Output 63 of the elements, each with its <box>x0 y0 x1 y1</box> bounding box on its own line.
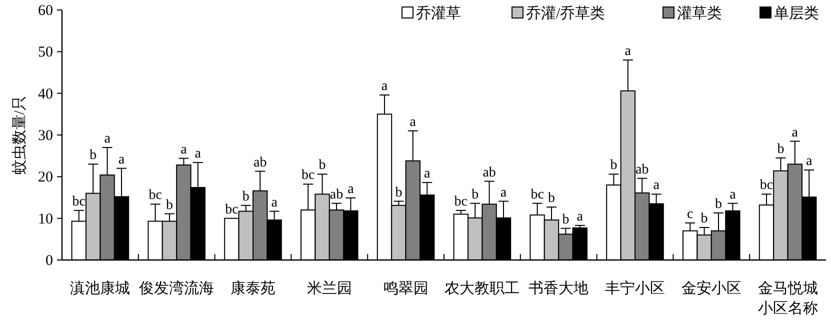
y-tick-label: 0 <box>46 253 53 269</box>
data-label: b <box>610 158 618 174</box>
y-tick-label: 10 <box>38 211 53 228</box>
y-tick-label: 40 <box>38 86 53 102</box>
data-label: bc <box>225 202 238 218</box>
x-tick-label: 金马悦城 <box>758 280 818 297</box>
x-tick-label: 俊发湾流海 <box>138 280 214 297</box>
data-label: ab <box>330 187 344 202</box>
x-tick-label: 农大教职工 <box>444 280 520 297</box>
y-axis-title: 蚊虫数量/只 <box>11 95 28 175</box>
y-tick-label: 30 <box>38 128 53 144</box>
y-tick-label: 20 <box>38 170 53 186</box>
data-label: a <box>194 146 202 162</box>
data-label: a <box>424 166 431 182</box>
data-label: a <box>381 79 388 94</box>
legend-label: 单层类 <box>774 5 819 22</box>
data-label: b <box>777 142 784 157</box>
data-label: b <box>318 158 326 174</box>
data-label: a <box>410 114 417 130</box>
x-tick-label: 滇池康城 <box>70 280 130 297</box>
x-tick-label: 康泰苑 <box>230 280 276 297</box>
data-label: b <box>715 196 722 212</box>
data-label: bc <box>148 188 162 204</box>
data-label: a <box>576 209 584 224</box>
data-label: c <box>686 206 694 222</box>
data-label: a <box>653 178 660 194</box>
data-label: a <box>104 132 112 146</box>
data-label: a <box>730 187 737 202</box>
data-label: b <box>700 212 708 226</box>
data-label: bc <box>301 168 315 184</box>
data-label: ab <box>635 162 649 178</box>
data-label: a <box>624 44 632 59</box>
data-label: ab <box>253 155 267 170</box>
data-label: b <box>395 185 402 200</box>
data-label: a <box>180 142 188 158</box>
data-label: b <box>242 189 250 204</box>
x-axis-title: 小区名称 <box>758 300 818 317</box>
data-label: bc <box>454 194 468 210</box>
data-label: bc <box>760 178 774 194</box>
data-label: a <box>348 182 355 197</box>
data-label: ab <box>482 165 496 180</box>
legend-label: 乔灌草 <box>416 5 461 22</box>
data-label: b <box>472 187 479 202</box>
data-label: a <box>792 125 799 140</box>
data-label: b <box>166 198 173 213</box>
x-tick-label: 米兰园 <box>306 280 352 297</box>
x-tick-label: 金安小区 <box>681 280 742 297</box>
data-label: b <box>90 148 97 164</box>
y-tick-label: 50 <box>38 44 53 61</box>
data-label: a <box>806 154 813 169</box>
x-tick-label: 鸣翠园 <box>383 281 428 297</box>
x-tick-label: 书香大地 <box>528 280 589 297</box>
data-label: a <box>118 152 126 168</box>
x-tick-label: 丰宁小区 <box>605 280 665 297</box>
legend-label: 乔灌/乔草类 <box>526 5 606 22</box>
y-tick-label: 60 <box>38 3 53 19</box>
data-label: b <box>548 191 555 206</box>
data-label: bc <box>530 187 544 202</box>
data-label: a <box>271 195 278 210</box>
data-label: a <box>500 185 508 200</box>
data-label: b <box>562 212 570 228</box>
legend-label: 灌草类 <box>677 5 722 22</box>
data-label: bc <box>72 194 86 210</box>
